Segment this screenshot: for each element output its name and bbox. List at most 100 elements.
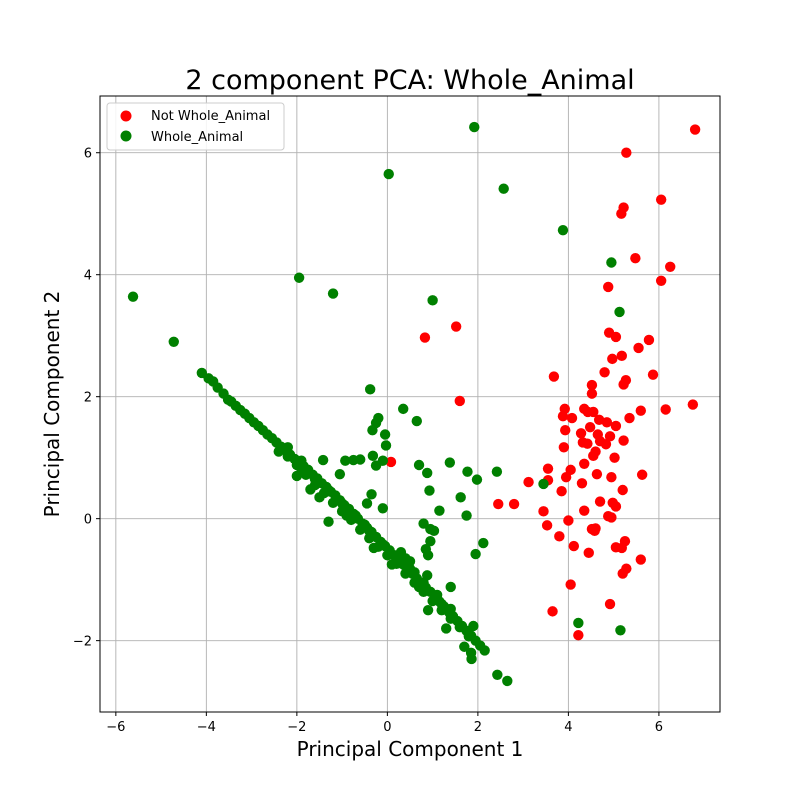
point-whole-animal: [327, 288, 339, 299]
point-not-whole-animal: [606, 471, 617, 483]
point-whole-animal: [455, 492, 466, 503]
point-not-whole-animal: [558, 442, 570, 453]
point-not-whole-animal: [586, 388, 598, 399]
point-not-whole-animal: [557, 410, 569, 422]
point-not-whole-animal: [579, 505, 590, 516]
point-whole-animal: [282, 442, 294, 453]
point-not-whole-animal: [589, 525, 600, 537]
point-whole-animal: [614, 306, 625, 318]
point-not-whole-animal: [606, 512, 617, 523]
point-whole-animal: [424, 485, 435, 496]
point-whole-animal: [350, 510, 361, 521]
point-not-whole-animal: [609, 452, 620, 463]
point-whole-animal: [498, 183, 509, 194]
point-whole-animal: [300, 469, 312, 480]
point-whole-animal: [404, 556, 416, 567]
point-whole-animal: [469, 121, 480, 133]
plot-area-frame: [99, 95, 721, 713]
point-whole-animal: [479, 645, 490, 656]
point-whole-animal: [615, 625, 626, 636]
point-whole-animal: [445, 603, 456, 615]
y-tick-label: −2: [73, 635, 92, 650]
point-whole-animal: [323, 484, 334, 496]
point-whole-animal: [367, 450, 379, 462]
point-whole-animal: [334, 468, 346, 480]
point-whole-animal: [364, 532, 375, 544]
point-not-whole-animal: [588, 450, 599, 462]
point-whole-animal: [454, 622, 465, 633]
point-not-whole-animal: [454, 395, 465, 407]
point-not-whole-animal: [610, 331, 622, 343]
point-whole-animal: [502, 675, 513, 687]
point-not-whole-animal: [616, 208, 627, 219]
point-whole-animal: [411, 415, 422, 427]
point-whole-animal: [573, 617, 584, 629]
point-not-whole-animal: [568, 540, 580, 552]
legend-label-whole-animal: Whole_Animal: [151, 130, 243, 145]
point-not-whole-animal: [660, 404, 671, 415]
point-whole-animal: [309, 473, 321, 485]
point-not-whole-animal: [687, 399, 699, 410]
point-not-whole-animal: [618, 379, 629, 390]
axis-ticks: −6 −4 −2 0 2 4 6 −2 0 2 4 6: [73, 147, 663, 735]
point-not-whole-animal: [604, 431, 616, 442]
point-whole-animal: [383, 168, 394, 180]
point-whole-animal: [478, 537, 489, 549]
point-whole-animal: [459, 641, 470, 652]
chart-title: 2 component PCA: Whole_Animal: [185, 65, 634, 96]
point-whole-animal: [409, 567, 420, 578]
legend-marker-not-whole-animal: [120, 110, 132, 122]
point-not-whole-animal: [583, 547, 594, 559]
point-not-whole-animal: [588, 406, 599, 418]
point-not-whole-animal: [636, 469, 648, 480]
point-whole-animal: [434, 505, 445, 516]
point-whole-animal: [421, 467, 433, 479]
x-tick-label: 6: [655, 720, 663, 735]
point-not-whole-animal: [584, 421, 596, 433]
point-whole-animal: [367, 425, 378, 436]
point-whole-animal: [314, 492, 325, 503]
point-whole-animal: [413, 581, 425, 593]
legend-label-not-whole-animal: Not Whole_Animal: [151, 109, 270, 124]
point-whole-animal: [463, 631, 475, 642]
point-whole-animal: [340, 455, 351, 466]
point-whole-animal: [413, 459, 425, 471]
point-whole-animal: [382, 550, 393, 561]
point-whole-animal: [470, 548, 481, 560]
point-not-whole-animal: [493, 498, 504, 510]
point-not-whole-animal: [541, 520, 553, 531]
legend-marker-whole-animal: [120, 130, 132, 142]
x-tick-label: 4: [564, 720, 572, 735]
point-not-whole-animal: [450, 321, 462, 332]
point-whole-animal: [305, 484, 316, 495]
point-whole-animal: [377, 503, 389, 514]
point-not-whole-animal: [665, 261, 676, 272]
point-not-whole-animal: [508, 498, 520, 510]
x-tick-label: −6: [106, 720, 125, 735]
point-not-whole-animal: [616, 350, 627, 362]
point-whole-animal: [359, 519, 370, 530]
point-whole-animal: [461, 510, 472, 521]
point-whole-animal: [557, 224, 569, 236]
point-not-whole-animal: [689, 124, 701, 135]
point-whole-animal: [444, 457, 456, 468]
point-not-whole-animal: [560, 471, 572, 483]
point-not-whole-animal: [576, 478, 588, 489]
point-not-whole-animal: [563, 515, 574, 526]
point-not-whole-animal: [647, 369, 659, 380]
point-whole-animal: [395, 547, 407, 558]
point-whole-animal: [368, 542, 379, 554]
grid-lines: [100, 96, 720, 712]
point-whole-animal: [291, 470, 303, 482]
point-not-whole-animal: [655, 275, 667, 286]
point-whole-animal: [336, 498, 348, 509]
point-not-whole-animal: [617, 484, 628, 496]
legend-box: [106, 102, 285, 151]
point-not-whole-animal: [566, 412, 578, 424]
point-not-whole-animal: [547, 606, 558, 617]
point-not-whole-animal: [643, 334, 655, 346]
y-axis-label: Principal Component 2: [40, 291, 64, 518]
point-not-whole-animal: [575, 428, 587, 439]
point-whole-animal: [361, 498, 373, 509]
